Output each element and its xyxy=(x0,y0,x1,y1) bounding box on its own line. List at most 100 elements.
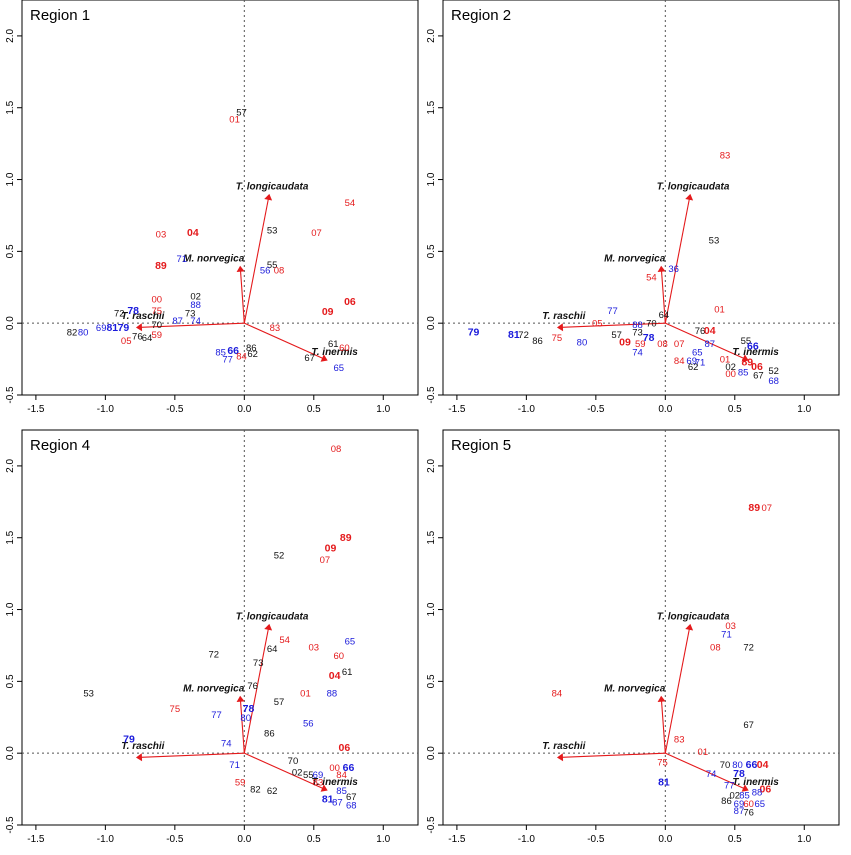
species-arrow xyxy=(140,322,245,328)
sample-point-label: 54 xyxy=(345,198,356,209)
species-label: T. inermis xyxy=(311,347,358,358)
sample-point-label: 08 xyxy=(274,266,285,277)
species-label: T. inermis xyxy=(732,347,779,358)
species-label: M. norvegica xyxy=(183,683,245,694)
sample-point-label: 04 xyxy=(757,759,769,771)
sample-point-label: 77 xyxy=(222,355,233,366)
sample-point-label: 68 xyxy=(346,800,357,811)
sample-point-label: 53 xyxy=(267,225,278,236)
species-arrow xyxy=(140,752,245,758)
sample-point-label: 54 xyxy=(279,635,290,646)
y-tick-label: 1.5 xyxy=(5,100,16,114)
species-arrow xyxy=(243,628,269,754)
x-tick-label: -1.0 xyxy=(97,404,115,415)
y-tick-label: 2.0 xyxy=(426,459,437,473)
sample-point-label: 85 xyxy=(215,347,226,358)
species-arrow xyxy=(561,322,666,328)
sample-point-label: 59 xyxy=(151,330,162,341)
arrow-head xyxy=(264,193,273,201)
arrow-head xyxy=(556,753,564,762)
sample-point-label: 01 xyxy=(229,115,240,126)
sample-point-label: 56 xyxy=(303,719,314,730)
sample-point-label: 66 xyxy=(747,341,759,353)
arrow-head xyxy=(320,354,328,362)
species-label: M. norvegica xyxy=(183,253,245,264)
sample-point-label: 70 xyxy=(151,320,162,331)
panel-title: Region 4 xyxy=(30,437,90,454)
panel-region-1: Region 1 -1.5 -1.0 -0.5 0.0 0.5 1.0 -0.5 0.0 0.5… xyxy=(5,0,419,415)
sample-point-label: 01 xyxy=(720,355,731,366)
sample-point-label: 72 xyxy=(114,309,125,320)
sample-point-label: 71 xyxy=(721,629,732,640)
x-tick-label: 1.0 xyxy=(376,404,390,415)
sample-point-label: 02 xyxy=(725,362,736,373)
sample-point-label: 07 xyxy=(761,503,772,514)
arrow-head xyxy=(135,323,143,332)
sample-point-label: 85 xyxy=(336,786,347,797)
sample-point-label: 66 xyxy=(746,759,758,771)
sample-point-label: 66 xyxy=(343,762,355,774)
sample-point-label: 74 xyxy=(221,739,232,750)
sample-point-label: 65 xyxy=(692,347,703,358)
sample-point-label: 65 xyxy=(755,799,766,810)
sample-point-label: 02 xyxy=(190,291,201,302)
sample-point-label: 64 xyxy=(142,333,153,344)
arrow-head xyxy=(556,323,564,332)
arrow-head xyxy=(236,695,245,703)
plot-frame xyxy=(21,429,419,826)
sample-point-label: 55 xyxy=(741,336,752,347)
x-tick-label: -1.0 xyxy=(97,834,115,845)
x-tick-label: 0.5 xyxy=(307,834,321,845)
sample-point-label: 64 xyxy=(659,310,670,321)
arrow-head xyxy=(236,265,245,273)
x-tick-label: -1.5 xyxy=(27,404,45,415)
sample-point-label: 75 xyxy=(657,757,668,768)
sample-point-label: 06 xyxy=(344,296,356,308)
sample-point-label: 77 xyxy=(724,780,735,791)
y-tick-label: -0.5 xyxy=(5,816,16,834)
panel-title: Region 1 xyxy=(30,7,90,24)
sample-point-label: 77 xyxy=(211,710,222,721)
sample-point-label: 80 xyxy=(240,713,251,724)
x-tick-label: -0.5 xyxy=(587,834,605,845)
panel-region-5: Region 5 -1.5 -1.0 -0.5 0.0 0.5 1.0 -0.5 0.0 0.5… xyxy=(426,429,840,845)
sample-point-label: 66 xyxy=(227,345,239,357)
sample-point-label: 86 xyxy=(246,343,257,354)
y-tick-label: 0.0 xyxy=(426,316,437,330)
sample-point-label: 77 xyxy=(607,306,618,317)
sample-point-label: 73 xyxy=(632,327,643,338)
arrow-head xyxy=(135,753,143,762)
plot-frame xyxy=(21,0,419,396)
sample-point-label: 70 xyxy=(720,760,731,771)
y-tick-label: 0.0 xyxy=(5,746,16,760)
y-tick-label: 1.0 xyxy=(5,602,16,616)
x-tick-label: 0.0 xyxy=(237,404,251,415)
sample-point-label: 07 xyxy=(674,339,685,350)
sample-point-label: 09 xyxy=(325,542,337,554)
y-tick-label: 2.0 xyxy=(5,29,16,43)
sample-point-label: 01 xyxy=(698,747,709,758)
sample-point-label: 71 xyxy=(177,254,188,265)
arrow-head xyxy=(741,784,749,792)
sample-point-label: 89 xyxy=(741,356,753,368)
sample-point-label: 67 xyxy=(753,370,764,381)
species-arrow xyxy=(239,270,245,324)
sample-point-label: 76 xyxy=(743,808,754,819)
sample-point-label: 02 xyxy=(292,767,303,778)
species-arrow xyxy=(660,270,666,324)
sample-point-label: 60 xyxy=(743,799,754,810)
species-arrow xyxy=(561,752,666,758)
sample-point-label: 60 xyxy=(334,651,345,662)
sample-point-label: 80 xyxy=(577,337,588,348)
sample-point-label: 59 xyxy=(635,339,646,350)
sample-point-label: 57 xyxy=(274,697,285,708)
sample-point-label: 02 xyxy=(730,790,741,801)
x-tick-label: 1.0 xyxy=(376,834,390,845)
panel-title: Region 2 xyxy=(451,7,511,24)
species-arrow xyxy=(660,700,666,754)
sample-point-label: 62 xyxy=(247,349,258,360)
sample-point-label: 83 xyxy=(270,323,281,334)
sample-point-label: 67 xyxy=(743,720,754,731)
sample-point-label: 61 xyxy=(328,339,339,350)
sample-point-label: 69 xyxy=(313,770,324,781)
